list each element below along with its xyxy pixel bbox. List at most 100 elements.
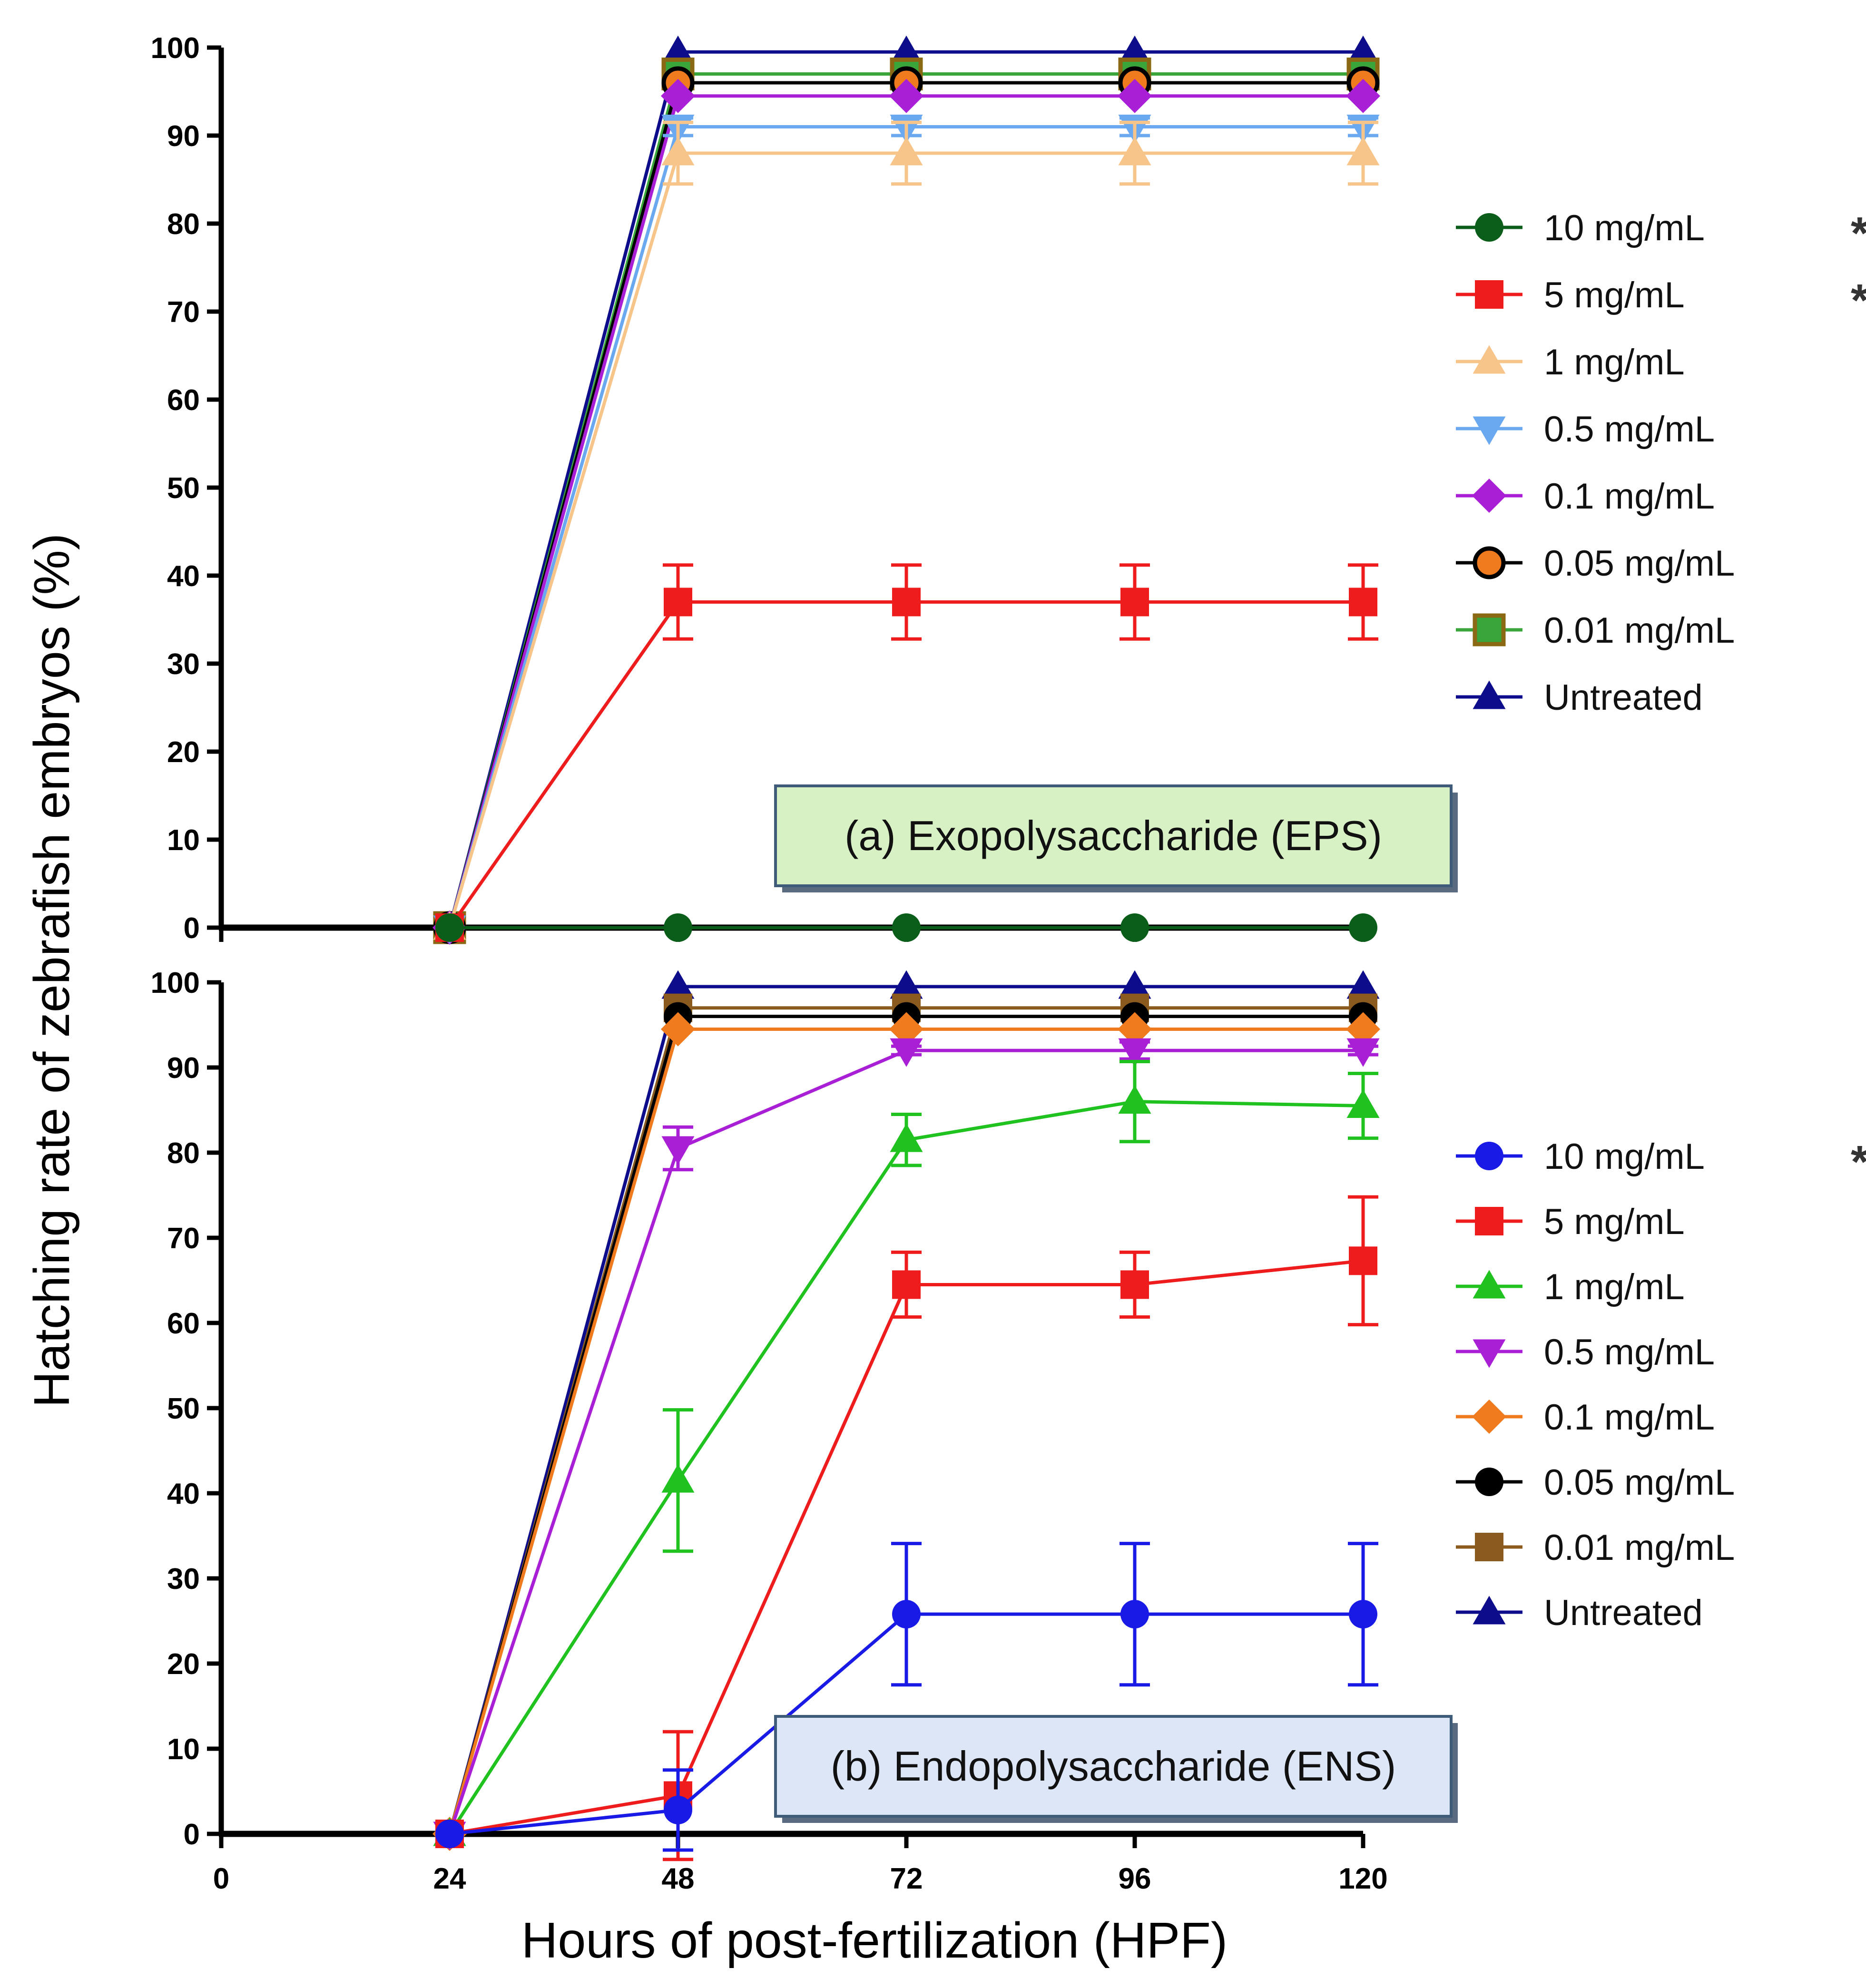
legend-label-a-10-mg-ml: 10 mg/mL [1544, 208, 1705, 248]
legend-label-b-5-mg-ml: 5 mg/mL [1544, 1202, 1685, 1242]
y-tick-label-a-90: 90 [167, 120, 200, 153]
series-b-10-mg-ml [435, 1542, 1378, 1852]
point-b-5-mg-ml-72 [892, 1270, 921, 1299]
legend-b: 10 mg/mL***5 mg/mL**1 mg/mL*0.5 mg/mL*0.… [1456, 1136, 1866, 1633]
point-b-10-mg-ml-120 [1349, 1600, 1377, 1629]
legend-label-b-0-5-mg-ml: 0.5 mg/mL [1544, 1332, 1715, 1372]
legend-marker-b-0-05-mg-ml [1475, 1468, 1503, 1496]
legend-marker-a-0-01-mg-ml [1473, 613, 1506, 646]
point-b-10-mg-ml-24 [435, 1820, 464, 1848]
legend-label-b-1-mg-ml: 1 mg/mL [1544, 1267, 1685, 1307]
y-tick-label-a-80: 80 [167, 208, 200, 241]
legend-marker-b-0-01-mg-ml [1475, 1533, 1503, 1561]
y-tick-label-a-10: 10 [167, 824, 200, 857]
point-a-5-mg-ml-120 [1349, 588, 1377, 617]
legend-marker-b-untreated [1473, 1596, 1506, 1625]
legend-label-a-0-5-mg-ml: 0.5 mg/mL [1544, 409, 1715, 450]
x-tick-label-72: 72 [890, 1862, 923, 1895]
series-a-1-mg-ml [433, 120, 1380, 940]
point-b-10-mg-ml-48 [664, 1795, 692, 1824]
point-a-1-mg-ml-48 [661, 137, 695, 166]
y-tick-label-b-80: 80 [167, 1137, 200, 1170]
y-tick-label-b-40: 40 [167, 1478, 200, 1510]
point-a-0-1-mg-ml-96 [1118, 78, 1152, 113]
y-tick-label-a-0: 0 [184, 912, 200, 945]
point-a-10-mg-ml-48 [664, 913, 692, 942]
x-tick-label-96: 96 [1119, 1862, 1151, 1895]
point-b-0-1-mg-ml-72 [889, 1012, 923, 1047]
point-b-1-mg-ml-48 [661, 1464, 695, 1493]
y-tick-label-a-40: 40 [167, 560, 200, 593]
point-b-0-5-mg-ml-96 [1118, 1038, 1151, 1067]
panel-label-box-b [774, 1715, 1453, 1818]
point-b-5-mg-ml-120 [1349, 1246, 1377, 1275]
panel-label-box-a [774, 784, 1453, 887]
point-b-0-5-mg-ml-72 [890, 1038, 923, 1067]
x-axis-title: Hours of post-fertilization (HPF) [521, 1912, 1228, 1968]
point-a-5-mg-ml-48 [664, 588, 692, 617]
legend-label-a-0-05-mg-ml: 0.05 mg/mL [1544, 543, 1735, 584]
y-tick-label-b-50: 50 [167, 1392, 200, 1425]
point-b-5-mg-ml-96 [1120, 1270, 1149, 1299]
point-b-1-mg-ml-120 [1346, 1089, 1380, 1118]
y-tick-label-b-60: 60 [167, 1307, 200, 1340]
y-tick-label-a-50: 50 [167, 472, 200, 505]
point-b-untreated-120 [1346, 970, 1380, 999]
legend-marker-a-1-mg-ml [1473, 345, 1506, 374]
legend-label-b-0-1-mg-ml: 0.1 mg/mL [1544, 1397, 1715, 1438]
y-tick-label-b-0: 0 [184, 1818, 200, 1851]
point-b-10-mg-ml-72 [892, 1600, 921, 1629]
legend-marker-a-untreated [1473, 680, 1506, 709]
legend-a: 10 mg/mL***5 mg/mL***1 mg/mL*0.5 mg/mL0.… [1456, 208, 1866, 718]
legend-marker-a-5-mg-ml [1475, 280, 1503, 309]
point-a-untreated-72 [890, 35, 923, 64]
point-b-0-1-mg-ml-96 [1118, 1012, 1152, 1047]
point-a-0-1-mg-ml-72 [889, 78, 923, 113]
y-tick-label-b-20: 20 [167, 1648, 200, 1681]
series-b-untreated [433, 970, 1380, 1846]
x-tick-label-24: 24 [433, 1862, 466, 1895]
point-a-10-mg-ml-72 [892, 913, 921, 942]
y-tick-label-a-100: 100 [151, 32, 200, 65]
legend-marker-a-0-1-mg-ml [1472, 479, 1506, 513]
legend-significance-a-10-mg-ml: *** [1851, 208, 1866, 259]
point-a-0-1-mg-ml-120 [1346, 78, 1380, 113]
point-b-untreated-72 [890, 970, 923, 999]
legend-marker-b-0-1-mg-ml [1472, 1400, 1506, 1434]
y-tick-label-b-90: 90 [167, 1052, 200, 1085]
y-tick-label-a-20: 20 [167, 736, 200, 769]
y-tick-label-a-30: 30 [167, 648, 200, 681]
point-b-0-5-mg-ml-120 [1346, 1038, 1380, 1067]
y-tick-label-b-70: 70 [167, 1222, 200, 1255]
point-a-0-1-mg-ml-48 [661, 78, 695, 113]
point-a-5-mg-ml-72 [892, 588, 921, 617]
legend-label-b-10-mg-ml: 10 mg/mL [1544, 1136, 1705, 1177]
point-a-10-mg-ml-24 [435, 913, 464, 942]
point-b-untreated-96 [1118, 970, 1151, 999]
x-tick-label-48: 48 [662, 1862, 695, 1895]
legend-label-b-0-05-mg-ml: 0.05 mg/mL [1544, 1462, 1735, 1503]
x-tick-label-120: 120 [1338, 1862, 1387, 1895]
legend-marker-a-0-5-mg-ml [1473, 416, 1506, 445]
legend-significance-a-5-mg-ml: *** [1851, 275, 1866, 326]
point-a-10-mg-ml-96 [1120, 913, 1149, 942]
legend-marker-b-5-mg-ml [1475, 1207, 1503, 1235]
point-b-10-mg-ml-96 [1120, 1600, 1149, 1629]
point-b-1-mg-ml-72 [890, 1123, 923, 1152]
legend-label-b-untreated: Untreated [1544, 1593, 1703, 1633]
y-tick-label-b-10: 10 [167, 1733, 200, 1766]
legend-marker-b-0-5-mg-ml [1473, 1339, 1506, 1368]
legend-label-a-5-mg-ml: 5 mg/mL [1544, 275, 1685, 315]
legend-significance-b-10-mg-ml: *** [1851, 1136, 1866, 1187]
y-tick-label-a-70: 70 [167, 296, 200, 329]
legend-label-a-1-mg-ml: 1 mg/mL [1544, 342, 1685, 382]
point-b-0-5-mg-ml-48 [661, 1136, 695, 1165]
point-a-untreated-96 [1118, 35, 1151, 64]
point-a-untreated-120 [1346, 35, 1380, 64]
panel-label-a: (a) Exopolysaccharide (EPS) [845, 812, 1382, 859]
legend-marker-b-1-mg-ml [1473, 1270, 1506, 1299]
y-tick-label-a-60: 60 [167, 384, 200, 417]
legend-label-a-untreated: Untreated [1544, 677, 1703, 718]
point-a-1-mg-ml-96 [1118, 137, 1151, 166]
